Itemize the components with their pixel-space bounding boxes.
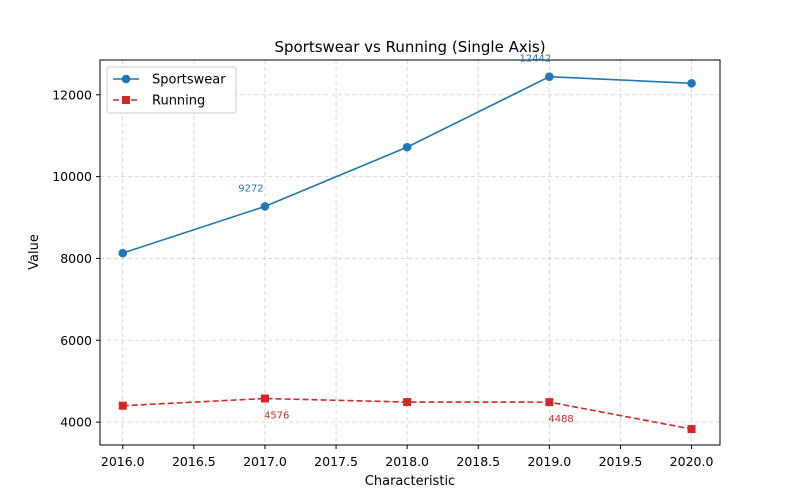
annotations: 9272 12442 4576 4488 (238, 54, 574, 425)
series-running (118, 394, 696, 434)
legend-marker (122, 96, 130, 104)
legend-label: Sportswear (152, 73, 226, 88)
legend-item-sportswear: Sportswear (113, 73, 226, 88)
series-sportswear (118, 72, 696, 258)
chart-title: Sportswear vs Running (Single Axis) (274, 38, 545, 56)
legend-box (106, 66, 237, 114)
legend-item-running: Running (113, 94, 205, 109)
data-point (260, 202, 270, 211)
data-point (687, 425, 696, 434)
y-tick-label: 8000 (60, 251, 92, 266)
data-point (687, 79, 696, 88)
plot-area-frame (99, 59, 721, 446)
x-tick-label: 2019.5 (599, 454, 643, 469)
data-point (118, 401, 127, 410)
x-tick-label: 2019.0 (527, 454, 571, 469)
data-label: 4488 (548, 414, 573, 425)
data-point (118, 248, 128, 258)
y-tick-label: 12000 (52, 87, 92, 102)
x-tick-label: 2017.0 (243, 454, 287, 469)
x-tick-label: 2016.5 (172, 454, 216, 469)
x-axis-label: Characteristic (365, 474, 455, 489)
legend-marker (121, 74, 131, 84)
data-label: 4576 (264, 411, 289, 422)
y-tick-label: 6000 (60, 333, 92, 348)
data-point (545, 398, 554, 407)
x-tick-label: 2018.5 (456, 454, 500, 469)
x-tick-label: 2017.5 (314, 454, 358, 469)
data-point (403, 398, 412, 407)
data-point (402, 142, 412, 152)
y-axis-label: Value (27, 234, 42, 270)
x-tick-label: 2016.0 (101, 454, 145, 469)
x-tick-label: 2018.0 (385, 454, 429, 469)
legend: Sportswear Running (106, 66, 237, 114)
data-point (545, 72, 554, 81)
grid (100, 60, 720, 445)
ticks: 2016.0 2016.5 2017.0 2017.5 2018.0 2018.5 2019… (52, 87, 713, 469)
y-tick-label: 10000 (52, 169, 92, 184)
series-layer (118, 72, 696, 434)
data-label: 12442 (519, 54, 551, 65)
data-point (260, 394, 269, 403)
legend-label: Running (152, 94, 205, 109)
x-tick-label: 2020.0 (670, 454, 714, 469)
data-label: 9272 (238, 183, 263, 194)
y-tick-label: 4000 (60, 415, 92, 430)
